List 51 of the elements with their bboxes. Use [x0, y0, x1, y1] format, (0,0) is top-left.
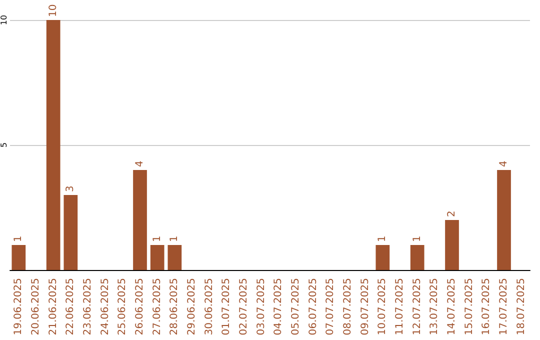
- bar: [497, 170, 511, 270]
- x-tick-label: 10.07.2025: [377, 278, 388, 336]
- x-tick-label: 12.07.2025: [412, 278, 423, 336]
- bar: [12, 245, 26, 270]
- x-tick-label: 02.07.2025: [238, 278, 250, 336]
- x-tick-label: 26.06.2025: [134, 278, 146, 336]
- y-tick-label: 5: [0, 142, 8, 148]
- x-tick-label: 06.07.2025: [308, 278, 319, 336]
- bar: [376, 245, 390, 270]
- data-label: 10: [48, 4, 59, 17]
- bar: [46, 20, 60, 270]
- x-tick-label: 17.07.2025: [498, 278, 510, 336]
- bar: [64, 195, 78, 270]
- data-label: 3: [65, 186, 76, 192]
- x-tick-label: 16.07.2025: [481, 278, 492, 336]
- x-tick-label: 01.07.2025: [221, 278, 232, 336]
- x-tick-label: 22.06.2025: [65, 278, 76, 336]
- x-tick-label: 04.07.2025: [273, 278, 284, 336]
- x-tick-label: 03.07.2025: [256, 278, 267, 336]
- x-tick-label: 25.06.2025: [117, 278, 128, 336]
- data-label: 1: [152, 236, 163, 242]
- x-tick-label: 19.06.2025: [13, 278, 24, 336]
- x-tick-label: 13.07.2025: [429, 278, 440, 336]
- x-tick-label: 05.07.2025: [290, 278, 302, 336]
- x-tick-label: 07.07.2025: [325, 278, 336, 336]
- bar: [445, 220, 459, 270]
- x-tick-label: 18.07.2025: [516, 278, 527, 336]
- bar: [150, 245, 164, 270]
- x-tick-label: 14.07.2025: [446, 278, 458, 336]
- data-label: 4: [134, 160, 146, 167]
- x-tick-label: 20.06.2025: [30, 278, 42, 336]
- data-label: 4: [498, 160, 510, 167]
- bar: [410, 245, 424, 270]
- data-label: 1: [169, 236, 180, 242]
- x-tick-label: 23.06.2025: [82, 278, 94, 336]
- data-label: 2: [446, 210, 458, 217]
- bar: [133, 170, 147, 270]
- data-label: 1: [377, 236, 388, 242]
- x-tick-label: 09.07.2025: [360, 278, 371, 336]
- x-tick-label: 27.06.2025: [152, 278, 163, 336]
- bar: [168, 245, 182, 270]
- data-label: 1: [412, 236, 423, 242]
- x-tick-label: 11.07.2025: [394, 278, 406, 336]
- x-tick-label: 30.06.2025: [204, 278, 215, 336]
- x-tick-label: 15.07.2025: [464, 278, 475, 336]
- x-tick-label: 28.06.2025: [169, 278, 180, 336]
- x-tick-label: 24.06.2025: [100, 278, 111, 336]
- data-label: 1: [13, 236, 24, 242]
- x-tick-label: 29.06.2025: [186, 278, 198, 336]
- x-tick-label: 21.06.2025: [48, 278, 59, 336]
- x-tick-label: 08.07.2025: [342, 278, 354, 336]
